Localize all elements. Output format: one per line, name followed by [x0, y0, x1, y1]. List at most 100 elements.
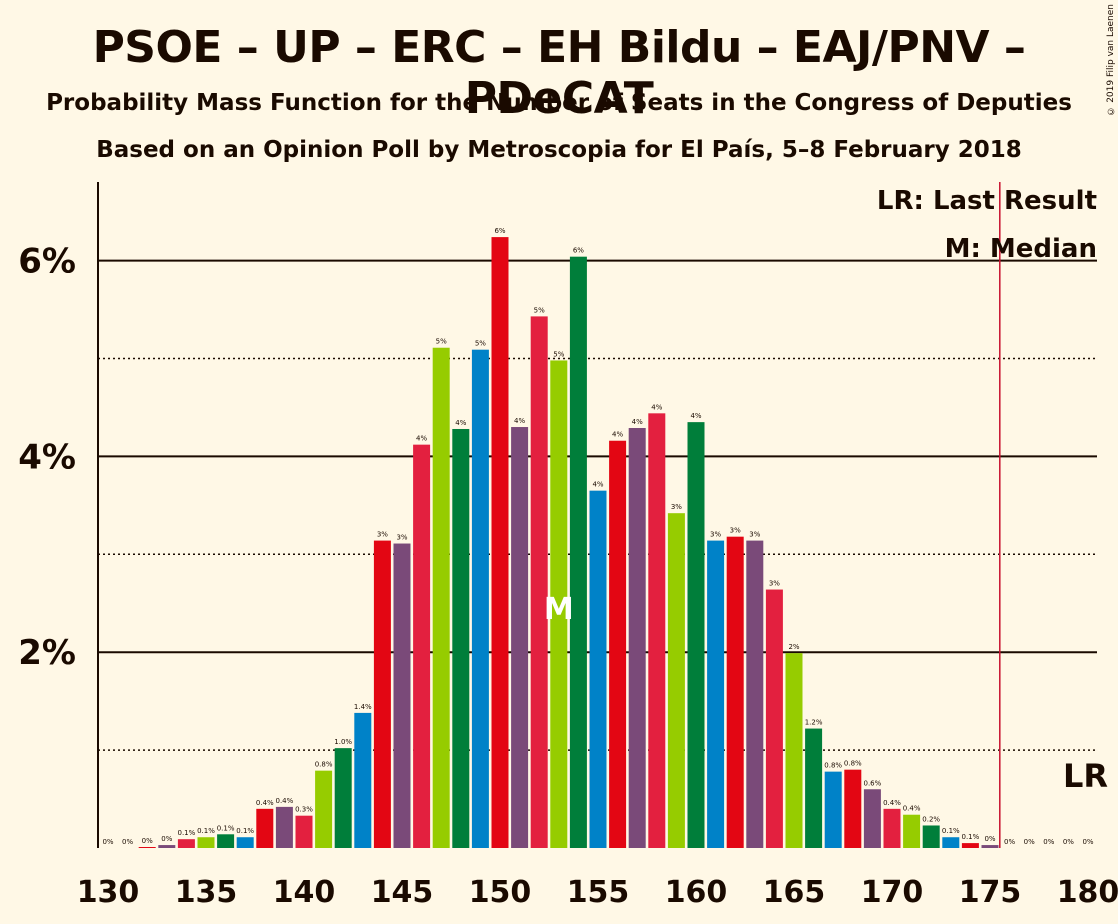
bar-seat-147 — [432, 347, 450, 848]
data-label-seat-134: 0.1% — [178, 829, 196, 837]
bars — [138, 237, 999, 849]
bar-seat-168 — [844, 769, 862, 848]
bar-seat-171 — [903, 814, 921, 848]
bar-seat-172 — [922, 825, 940, 848]
data-label-seat-158: 4% — [651, 403, 662, 411]
data-label-seat-147: 5% — [436, 338, 447, 346]
bar-seat-143 — [354, 712, 372, 848]
legend-median: M: Median — [945, 234, 1097, 264]
x-tick-label: 130 — [77, 875, 140, 910]
bar-seat-142 — [334, 748, 352, 848]
bar-seat-170 — [883, 808, 901, 848]
x-tick-label: 150 — [469, 875, 532, 910]
x-tick-label: 160 — [665, 875, 728, 910]
data-label-seat-165: 2% — [788, 643, 799, 651]
data-label-seat-138: 0.4% — [256, 799, 274, 807]
chart-source: Based on an Opinion Poll by Metroscopia … — [96, 137, 1022, 163]
data-label-seat-166: 1.2% — [805, 719, 823, 727]
data-label-seat-160: 4% — [690, 412, 701, 420]
bar-seat-132 — [138, 847, 156, 848]
data-label-seat-141: 0.8% — [315, 761, 333, 769]
data-label-seat-153: 5% — [553, 350, 564, 358]
y-tick-label: 4% — [18, 437, 76, 477]
data-label-seat-132: 0% — [142, 837, 153, 845]
data-label-seat-135: 0.1% — [197, 827, 215, 835]
bar-seat-164 — [765, 589, 783, 848]
data-label-seat-164: 3% — [769, 580, 780, 588]
bar-seat-162 — [726, 536, 744, 848]
bar-seat-174 — [961, 843, 979, 848]
bar-seat-140 — [295, 815, 313, 848]
data-label-seat-149: 5% — [475, 340, 486, 348]
y-tick-label: 2% — [18, 633, 76, 673]
data-label-seat-130: 0% — [102, 838, 113, 846]
x-tick-label: 175 — [959, 875, 1022, 910]
bar-seat-139 — [275, 806, 293, 848]
chart-subtitle: Probability Mass Function for the Number… — [46, 90, 1072, 116]
bar-seat-146 — [413, 444, 431, 848]
bar-seat-175 — [981, 845, 999, 848]
bar-seat-144 — [373, 540, 391, 848]
bar-seat-166 — [805, 728, 823, 848]
data-label-seat-144: 3% — [377, 531, 388, 539]
bar-seat-145 — [393, 543, 411, 848]
bar-seat-136 — [217, 834, 235, 848]
data-label-seat-168: 0.8% — [844, 760, 862, 768]
bar-seat-137 — [236, 837, 254, 848]
x-tick-label: 140 — [273, 875, 336, 910]
bar-seat-160 — [687, 422, 705, 848]
data-label-seat-137: 0.1% — [236, 827, 254, 835]
data-label-seat-161: 3% — [710, 531, 721, 539]
data-label-seat-133: 0% — [161, 835, 172, 843]
bar-seat-153 — [550, 360, 568, 848]
y-axis-ticks: 2% 4% 6% — [18, 242, 76, 674]
legend-last-result: LR: Last Result — [877, 186, 1097, 216]
data-label-seat-177: 0% — [1024, 838, 1035, 846]
bar-seat-141 — [315, 770, 333, 848]
bar-seat-157 — [628, 428, 646, 848]
x-tick-label: 135 — [175, 875, 238, 910]
data-label-seat-180: 0% — [1082, 838, 1093, 846]
x-tick-label: 170 — [861, 875, 924, 910]
data-label-seat-172: 0.2% — [922, 815, 940, 823]
bar-seat-133 — [158, 845, 176, 848]
data-label-seat-157: 4% — [632, 418, 643, 426]
data-label-seat-145: 3% — [396, 534, 407, 542]
bar-seat-163 — [746, 540, 764, 848]
data-label-seat-151: 4% — [514, 417, 525, 425]
data-label-seat-173: 0.1% — [942, 827, 960, 835]
bar-seat-161 — [707, 540, 725, 848]
data-label-seat-131: 0% — [122, 838, 133, 846]
bar-seat-152 — [530, 316, 548, 848]
x-tick-label: 165 — [763, 875, 826, 910]
x-axis-ticks: 130 135 140 145 150 155 160 165 170 175 180 — [77, 875, 1118, 910]
bar-seat-134 — [177, 839, 195, 848]
bar-seat-135 — [197, 837, 215, 848]
data-label-seat-171: 0.4% — [903, 805, 921, 813]
data-label-seat-136: 0.1% — [217, 824, 235, 832]
last-result-marker: LR — [1063, 757, 1108, 795]
data-label-seat-152: 5% — [534, 306, 545, 314]
data-label-seat-169: 0.6% — [864, 779, 882, 787]
data-label-seat-179: 0% — [1063, 838, 1074, 846]
data-label-seat-148: 4% — [455, 419, 466, 427]
bar-seat-148 — [452, 428, 470, 848]
bar-seat-167 — [824, 771, 842, 848]
bar-seat-173 — [942, 837, 960, 848]
data-label-seat-174: 0.1% — [962, 833, 980, 841]
data-label-seat-175: 0% — [984, 835, 995, 843]
data-label-seat-140: 0.3% — [295, 806, 313, 814]
median-marker: M — [544, 592, 574, 627]
x-tick-label: 180 — [1057, 875, 1118, 910]
data-label-seat-139: 0.4% — [276, 797, 294, 805]
y-tick-label: 6% — [18, 242, 76, 282]
data-label-seat-162: 3% — [730, 527, 741, 535]
bar-seat-155 — [589, 490, 607, 848]
data-label-seat-163: 3% — [749, 531, 760, 539]
bar-seat-159 — [667, 513, 685, 848]
bar-seat-165 — [785, 653, 803, 848]
bar-seat-138 — [256, 808, 274, 848]
data-label-seat-170: 0.4% — [883, 799, 901, 807]
bar-seat-151 — [511, 427, 529, 848]
